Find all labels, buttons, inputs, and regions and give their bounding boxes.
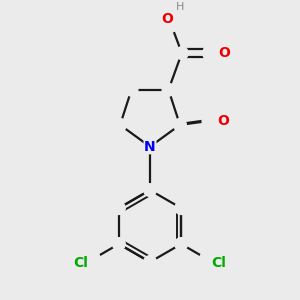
Circle shape bbox=[112, 238, 125, 250]
Circle shape bbox=[144, 256, 156, 268]
Circle shape bbox=[200, 251, 217, 269]
Circle shape bbox=[162, 83, 175, 96]
Text: O: O bbox=[162, 12, 173, 26]
Text: O: O bbox=[217, 114, 229, 128]
Text: Cl: Cl bbox=[74, 256, 88, 270]
Circle shape bbox=[174, 118, 186, 131]
Circle shape bbox=[144, 140, 156, 153]
Circle shape bbox=[114, 118, 126, 131]
Circle shape bbox=[82, 251, 100, 269]
Circle shape bbox=[203, 44, 221, 62]
Circle shape bbox=[162, 14, 180, 32]
Text: Cl: Cl bbox=[212, 256, 226, 270]
Circle shape bbox=[144, 184, 156, 196]
Text: H: H bbox=[176, 2, 184, 12]
Circle shape bbox=[176, 47, 188, 59]
Text: N: N bbox=[144, 140, 156, 154]
Circle shape bbox=[175, 238, 188, 250]
Text: O: O bbox=[218, 46, 230, 60]
Circle shape bbox=[175, 202, 188, 214]
Circle shape bbox=[202, 112, 220, 130]
Circle shape bbox=[112, 202, 125, 214]
Circle shape bbox=[125, 83, 138, 96]
